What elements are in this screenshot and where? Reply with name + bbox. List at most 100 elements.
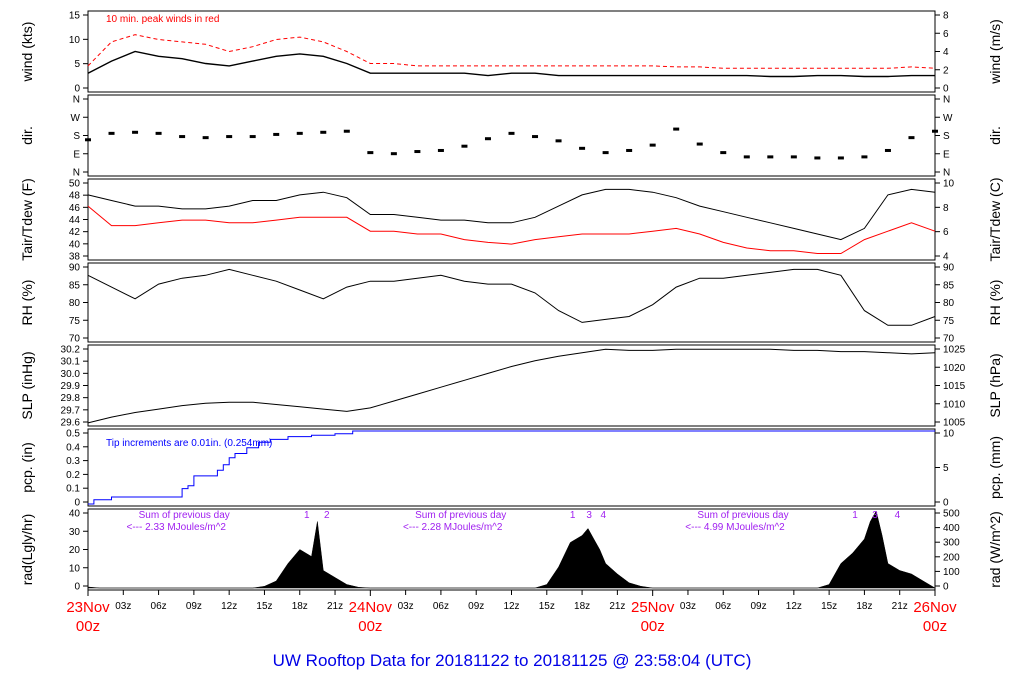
dir-point xyxy=(296,131,303,135)
dir-point xyxy=(414,150,421,154)
rad-note-line2: <--- 2.33 MJoules/m^2 xyxy=(127,522,227,533)
dir-point xyxy=(555,139,562,143)
y-tick-label-right: W xyxy=(943,113,953,124)
y-tick-label-right: 70 xyxy=(943,334,955,345)
y-tick-label-left: 29.9 xyxy=(61,381,81,392)
dir-point xyxy=(132,130,139,134)
y-tick-label-right: 1015 xyxy=(943,381,966,392)
dir-point xyxy=(790,155,797,159)
chart-title: UW Rooftop Data for 20181122 to 20181125… xyxy=(273,651,752,670)
x-day-sub-label: 00z xyxy=(923,618,947,635)
dir-point xyxy=(108,131,115,135)
y-tick-label-right: 6 xyxy=(943,29,949,40)
y-tick-label-right: N xyxy=(943,95,950,106)
y-tick-label-right: 0 xyxy=(943,84,949,95)
y-tick-label-left: 40 xyxy=(69,509,81,520)
dir-point xyxy=(767,155,774,159)
y-tick-label-left: 30 xyxy=(69,527,81,538)
y-axis-label-right: SLP (hPa) xyxy=(987,353,1003,417)
y-tick-label-left: E xyxy=(73,149,80,160)
y-tick-label-left: 29.8 xyxy=(61,393,81,404)
x-tick-label: 18z xyxy=(574,601,590,612)
y-tick-label-right: 6 xyxy=(943,227,949,238)
x-tick-label: 06z xyxy=(151,601,167,612)
y-tick-label-left: 30.0 xyxy=(61,369,81,380)
rad-marker: 3 xyxy=(872,510,878,521)
x-tick-label: 12z xyxy=(503,601,519,612)
dir-point xyxy=(814,156,821,160)
dir-point xyxy=(85,138,91,142)
y-tick-label-left: 80 xyxy=(69,298,81,309)
dir-point xyxy=(484,137,491,141)
y-tick-label-right: 0 xyxy=(943,582,949,593)
y-tick-label-left: 38 xyxy=(69,252,81,263)
rad-marker: 2 xyxy=(324,510,330,521)
series-gust xyxy=(87,34,936,69)
gust-annotation: 10 min. peak winds in red xyxy=(106,14,219,25)
y-tick-label-left: 40 xyxy=(69,239,81,250)
dir-point xyxy=(696,142,703,146)
x-tick-label: 21z xyxy=(327,601,343,612)
y-tick-label-left: 20 xyxy=(69,545,81,556)
y-tick-label-left: 0.5 xyxy=(66,429,80,440)
y-tick-label-right: 5 xyxy=(943,463,949,474)
series-rh xyxy=(87,268,936,326)
y-tick-label-right: N xyxy=(943,168,950,179)
dir-point xyxy=(249,135,256,139)
y-tick-label-left: 0 xyxy=(74,84,80,95)
y-tick-label-left: 42 xyxy=(69,227,81,238)
y-tick-label-right: 200 xyxy=(943,552,960,563)
x-tick-label: 03z xyxy=(398,601,414,612)
y-tick-label-left: 10 xyxy=(69,563,81,574)
y-tick-label-left: 75 xyxy=(69,316,81,327)
rad-marker: 4 xyxy=(895,510,901,521)
panel-slp: 29.6 29.729.829.930.030.130.2 1005 1010 1015… xyxy=(19,344,1003,429)
x-day-label: 23Nov xyxy=(66,599,110,616)
rad-marker: 1 xyxy=(304,510,310,521)
dir-point xyxy=(343,129,350,133)
y-tick-label-right: 8 xyxy=(943,11,949,22)
panel-frame xyxy=(87,262,936,343)
y-axis-label-right: dir. xyxy=(987,126,1003,145)
dir-point xyxy=(202,136,209,140)
y-axis-label-right: wind (m/s) xyxy=(987,19,1003,85)
rad-marker: 1 xyxy=(570,510,576,521)
y-tick-label-left: 0 xyxy=(74,582,80,593)
y-tick-label-left: 5 xyxy=(74,59,80,70)
y-axis-label-left: rad(Lgly/hr) xyxy=(19,514,35,586)
x-axis: 03z 06z 09z 12z 15z 18z 21z 03z 06z 09z 12z 15z 18z 2… xyxy=(66,590,957,635)
y-axis-label-left: pcp. (in) xyxy=(19,442,35,493)
y-tick-label-left: 0.3 xyxy=(66,456,80,467)
dir-point xyxy=(273,132,280,136)
y-tick-label-left: S xyxy=(73,131,80,142)
y-tick-label-left: 0 xyxy=(74,498,80,509)
x-tick-label: 06z xyxy=(715,601,731,612)
dir-point xyxy=(367,151,374,155)
rad-note-line2: <--- 4.99 MJoules/m^2 xyxy=(685,522,785,533)
x-tick-label: 06z xyxy=(433,601,449,612)
y-tick-label-right: 10 xyxy=(943,179,955,190)
y-tick-label-left: 70 xyxy=(69,334,81,345)
x-day-label: 24Nov xyxy=(349,599,393,616)
dir-point xyxy=(508,131,515,135)
y-tick-label-left: 15 xyxy=(69,11,81,22)
series-slp xyxy=(87,348,936,424)
panel-frame xyxy=(87,94,936,177)
y-tick-label-left: 29.6 xyxy=(61,418,81,429)
series-tair xyxy=(87,188,936,241)
y-axis-label-left: dir. xyxy=(19,126,35,145)
x-day-sub-label: 00z xyxy=(76,618,100,635)
series-pcp xyxy=(88,430,935,505)
dir-point xyxy=(437,148,444,152)
y-tick-label-right: E xyxy=(943,149,950,160)
series-tdew xyxy=(87,205,936,254)
y-tick-label-left: 85 xyxy=(69,280,81,291)
y-tick-label-left: 0.1 xyxy=(66,484,80,495)
y-tick-label-left: 90 xyxy=(69,263,81,274)
y-tick-label-left: N xyxy=(73,95,80,106)
tip-annotation: Tip increments are 0.01in. (0.254mm) xyxy=(106,438,272,449)
y-tick-label-right: 10 xyxy=(943,429,955,440)
rad-marker: 4 xyxy=(600,510,606,521)
